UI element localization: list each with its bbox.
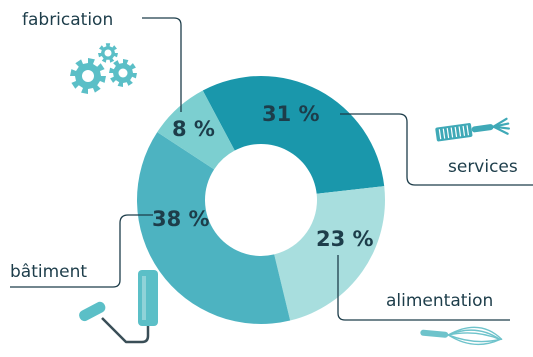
pct-label-fabrication: 8 % [172,117,215,141]
gear-medium [109,59,137,87]
gear-large [70,58,106,94]
category-label-alimentation: alimentation [386,291,493,311]
donut-slice-services [202,75,385,194]
category-label-fabrication: fabrication [22,10,113,30]
pct-label-alimentation: 23 % [316,227,374,251]
pct-label-services: 31 % [262,102,320,126]
pct-label-batiment: 38 % [152,207,210,231]
category-label-services: services [448,157,518,177]
leader-line-batiment [10,214,153,288]
gears-icon [70,43,137,94]
category-label-batiment: bâtiment [10,262,87,282]
leader-line-services [340,113,533,186]
donut-slice-alimentation [274,186,385,321]
leader-line-fabrication [142,17,182,112]
whisk-icon [420,326,503,346]
comb-fork-icon [435,117,510,142]
donut-slice-batiment [136,132,291,324]
paint-roller-icon [79,270,158,344]
gear-small [98,43,118,63]
donut-slice-fabrication [157,90,235,170]
leader-line-alimentation [337,255,510,321]
